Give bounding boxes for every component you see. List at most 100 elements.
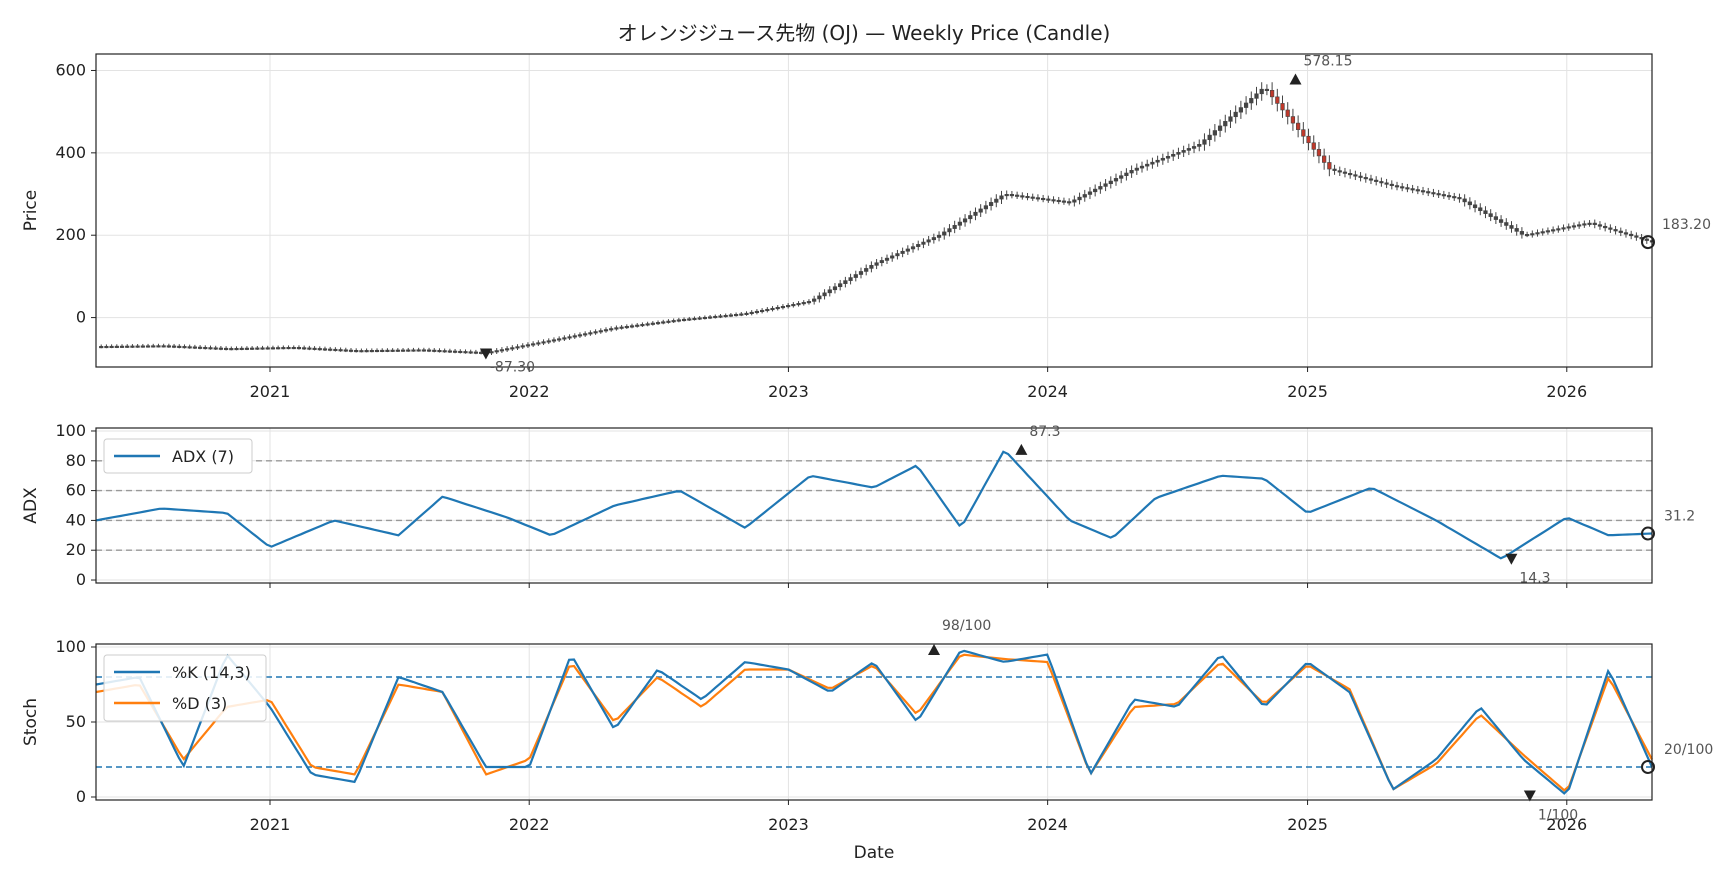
adx-legend-box [103,438,253,474]
candle-body [650,322,655,325]
candle-body [786,305,791,308]
candle-body [640,324,645,327]
candle-body [609,328,614,331]
candle-body [1061,200,1067,203]
price-min-marker [479,348,492,360]
y-tick-label: 60 [66,481,86,500]
adx-max-marker [1015,443,1028,455]
candle-body [832,286,838,291]
x-tick-label: 2022 [509,382,550,401]
candle-body [307,347,312,350]
candle-body [1264,88,1270,91]
candle-body [1171,154,1176,157]
candle-body [812,298,817,302]
candle-body [1353,174,1358,177]
candle-body [869,265,874,269]
candle-body [1587,222,1592,225]
candle-body [1462,198,1467,203]
candle-body [931,237,936,241]
price-max-marker [1289,73,1302,85]
adx-legend: ADX (7) [103,438,253,474]
stoch-ylabel: Stoch [21,698,41,746]
adx-refs [96,460,1652,551]
candle-body [1561,227,1566,230]
stoch-max-marker [928,644,941,655]
y-tick-label: 0 [76,570,86,589]
candle-body [770,307,775,311]
y-tick-label: 100 [55,421,86,440]
stoch-panel: 0 50 100 2021 2022 2023 2024 2025 2026 Stoch 98… [21,618,1713,863]
candle-body [1254,93,1259,99]
candle-body [572,335,577,338]
candle-body [135,345,140,348]
candle-body [1400,186,1405,189]
candle-body [1139,165,1145,169]
candle-body [567,336,572,339]
adx-min-marker [1505,553,1518,565]
candle-body [874,262,879,266]
candle-body [1530,233,1535,236]
candle-body [999,195,1004,200]
candle-body [114,345,119,348]
candle-body [380,349,385,352]
candle-body [239,347,244,350]
candle-body [1571,225,1577,228]
adx-x-ticks [269,583,1568,588]
candle-body [1394,185,1400,188]
candle-body [1223,121,1228,127]
candle-body [166,345,171,348]
price-min-label: -87.30 [490,360,535,376]
candle-body [635,324,640,327]
candle-body [557,338,562,341]
price-last-label: 183.20 [1662,217,1711,233]
x-tick-label: 2026 [1546,815,1587,834]
candle-body [223,347,229,351]
stoch-min-label: 1/100 [1538,808,1578,824]
candle-body [109,345,114,349]
candle-body [655,322,661,325]
candle-body [1478,207,1483,212]
candle-body [171,345,177,348]
candle-body [317,348,322,351]
price-panel: 0 200 400 600 2021 2022 2023 2024 2025 2026 Pric… [21,53,1711,401]
candle-body [505,348,510,351]
candle-body [364,350,369,353]
candle-body [385,349,390,352]
candle-body [1420,190,1426,193]
candle-body [145,345,151,348]
candle-body [1269,90,1275,98]
candle-body [1030,196,1035,199]
candle-body [359,350,364,353]
candle-body [442,350,447,353]
candle-body [531,343,536,346]
candle-body [921,241,926,245]
candle-body [369,350,374,353]
stoch-legend: %K (14,3) %D (3) [103,654,267,722]
candle-body [1597,224,1603,227]
candle-body [177,345,182,348]
candle-body [1072,199,1077,203]
candle-body [775,306,780,310]
candle-body [1004,194,1009,197]
candle-body [1426,191,1431,194]
candle-body [1129,170,1134,174]
candle-body [1145,163,1150,167]
candle-body [400,349,406,352]
candle-body [806,301,812,304]
candle-body [125,345,130,348]
price-y-ticks: 0 200 400 600 [55,60,96,327]
candle-body [1098,186,1103,190]
candle-body [879,260,884,264]
y-tick-label: 200 [55,225,86,244]
candle-body [728,314,734,317]
candle-body [801,302,806,305]
candle-body [1207,134,1212,141]
candle-body [333,348,338,352]
candle-body [338,349,343,352]
candle-body [1358,175,1363,178]
candle-body [900,250,905,254]
candle-body [208,347,213,350]
adx-grid [96,428,1652,583]
candle-body [1067,201,1072,204]
